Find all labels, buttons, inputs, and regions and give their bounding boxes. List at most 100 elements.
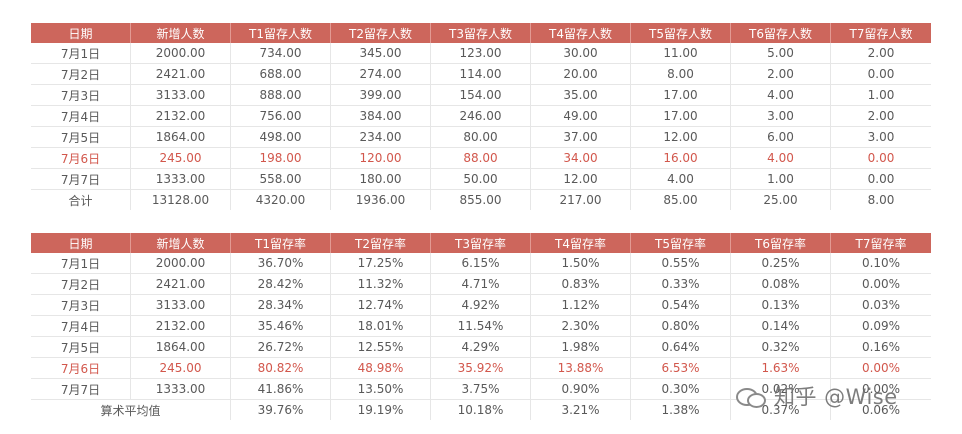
- table-cell: 1864.00: [131, 127, 231, 147]
- table-cell: 1.00: [867, 88, 895, 102]
- average-cell: 3.21%: [531, 400, 631, 420]
- table-cell: 1.50%: [531, 253, 631, 273]
- table-cell: 0.14%: [731, 316, 831, 336]
- table-row: 7月5日 1864.00 498.00 234.00 80.00 37.00 12.00 6.…: [31, 127, 931, 148]
- date-cell: 7月1日: [31, 253, 131, 273]
- header-cell: T5留存率: [631, 233, 731, 253]
- retention-rate-table: 日期 新增人数 T1留存率 T2留存率 T3留存率 T4留存率 T5留存率 T6…: [31, 233, 931, 420]
- table-cell: 120.00: [331, 148, 431, 168]
- table-header-row: 日期 新增人数 T1留存人数 T2留存人数 T3留存人数 T4留存人数 T5留存…: [31, 23, 931, 43]
- table-cell: 35.46%: [231, 316, 331, 336]
- table-cell: 0.16%: [861, 340, 901, 354]
- table-cell: 2132.00: [131, 316, 231, 336]
- date-cell: 7月3日: [31, 295, 131, 315]
- table-row: 7月5日 1864.00 26.72% 12.55% 4.29% 1.98% 0.64% 0.…: [31, 337, 931, 358]
- table-cell: 6.15%: [431, 253, 531, 273]
- table-cell: 4.00: [731, 148, 831, 168]
- table-cell: 0.32%: [731, 337, 831, 357]
- table-cell: 3.00: [731, 106, 831, 126]
- total-cell: 25.00: [731, 190, 831, 210]
- table-cell: 8.00: [631, 64, 731, 84]
- table-cell: 16.00: [631, 148, 731, 168]
- table-cell: 13.50%: [331, 379, 431, 399]
- table-cell: 2421.00: [131, 64, 231, 84]
- date-cell: 7月4日: [31, 106, 131, 126]
- table-cell: 274.00: [331, 64, 431, 84]
- retention-count-table: 日期 新增人数 T1留存人数 T2留存人数 T3留存人数 T4留存人数 T5留存…: [31, 23, 931, 210]
- table-row: 7月6日 245.00 198.00 120.00 88.00 34.00 16.00 4.0…: [31, 148, 931, 169]
- table-cell: 3133.00: [131, 295, 231, 315]
- average-cell: 0.37%: [731, 400, 831, 420]
- table-cell: 1.12%: [531, 295, 631, 315]
- table-cell: 13.88%: [531, 358, 631, 378]
- table-cell: 11.54%: [431, 316, 531, 336]
- date-cell: 7月5日: [31, 337, 131, 357]
- table-cell: 3133.00: [131, 85, 231, 105]
- table-cell: 34.00: [531, 148, 631, 168]
- table-cell: 12.00: [531, 169, 631, 189]
- table-cell: 123.00: [431, 43, 531, 63]
- average-row: 算术平均值 39.76% 19.19% 10.18% 3.21% 1.38% 0…: [31, 400, 931, 420]
- table-cell: 4.00: [631, 169, 731, 189]
- table-cell: 36.70%: [231, 253, 331, 273]
- table-cell: 37.00: [531, 127, 631, 147]
- table-cell: 28.34%: [231, 295, 331, 315]
- table-cell: 1333.00: [131, 379, 231, 399]
- table-row: 7月2日 2421.00 688.00 274.00 114.00 20.00 8.00 2.…: [31, 64, 931, 85]
- table-cell: 11.00: [631, 43, 731, 63]
- table-cell: 180.00: [331, 169, 431, 189]
- table-cell: 0.02%: [731, 379, 831, 399]
- table-cell: 384.00: [331, 106, 431, 126]
- total-row: 合计 13128.00 4320.00 1936.00 855.00 217.0…: [31, 190, 931, 210]
- header-cell: T1留存率: [231, 233, 331, 253]
- table-cell: 756.00: [231, 106, 331, 126]
- table-cell: 2132.00: [131, 106, 231, 126]
- table-cell: 245.00: [131, 148, 231, 168]
- header-cell: 新增人数: [131, 23, 231, 43]
- table-cell: 0.00%: [861, 277, 901, 291]
- table-cell: 0.08%: [731, 274, 831, 294]
- table-cell: 80.82%: [231, 358, 331, 378]
- date-cell: 7月1日: [31, 43, 131, 63]
- table-cell: 345.00: [331, 43, 431, 63]
- table-cell: 0.10%: [861, 256, 901, 270]
- table-cell: 50.00: [431, 169, 531, 189]
- header-cell: 日期: [31, 23, 131, 43]
- total-cell: 1936.00: [331, 190, 431, 210]
- average-cell: 10.18%: [431, 400, 531, 420]
- table-row: 7月7日 1333.00 558.00 180.00 50.00 12.00 4.00 1.0…: [31, 169, 931, 190]
- table-row: 7月4日 2132.00 756.00 384.00 246.00 49.00 17.00 3…: [31, 106, 931, 127]
- table-cell: 12.00: [631, 127, 731, 147]
- total-cell: 13128.00: [131, 190, 231, 210]
- table-cell: 17.00: [631, 106, 731, 126]
- average-cell: 0.06%: [861, 403, 901, 417]
- table-cell: 1864.00: [131, 337, 231, 357]
- table-cell: 0.09%: [861, 319, 901, 333]
- table-row: 7月3日 3133.00 28.34% 12.74% 4.92% 1.12% 0.54% 0.…: [31, 295, 931, 316]
- table-cell: 6.00: [731, 127, 831, 147]
- average-label: 算术平均值: [31, 400, 231, 420]
- table-cell: 17.25%: [331, 253, 431, 273]
- table-cell: 20.00: [531, 64, 631, 84]
- table-cell: 0.13%: [731, 295, 831, 315]
- average-cell: 39.76%: [231, 400, 331, 420]
- header-cell: 新增人数: [131, 233, 231, 253]
- table-cell: 399.00: [331, 85, 431, 105]
- date-cell: 7月5日: [31, 127, 131, 147]
- total-cell: 4320.00: [231, 190, 331, 210]
- table-cell: 2.00: [867, 109, 895, 123]
- table-cell: 0.03%: [861, 298, 901, 312]
- table-cell: 28.42%: [231, 274, 331, 294]
- table-cell: 6.53%: [631, 358, 731, 378]
- header-cell: 日期: [31, 233, 131, 253]
- table-cell: 80.00: [431, 127, 531, 147]
- table-cell: 1.63%: [731, 358, 831, 378]
- average-cell: 1.38%: [631, 400, 731, 420]
- table-cell: 114.00: [431, 64, 531, 84]
- table-cell: 0.00%: [861, 382, 901, 396]
- date-cell: 7月3日: [31, 85, 131, 105]
- table-row: 7月4日 2132.00 35.46% 18.01% 11.54% 2.30% 0.80% 0…: [31, 316, 931, 337]
- table-row: 7月2日 2421.00 28.42% 11.32% 4.71% 0.83% 0.33% 0.…: [31, 274, 931, 295]
- header-cell: T1留存人数: [231, 23, 331, 43]
- table-cell: 0.00%: [861, 361, 901, 375]
